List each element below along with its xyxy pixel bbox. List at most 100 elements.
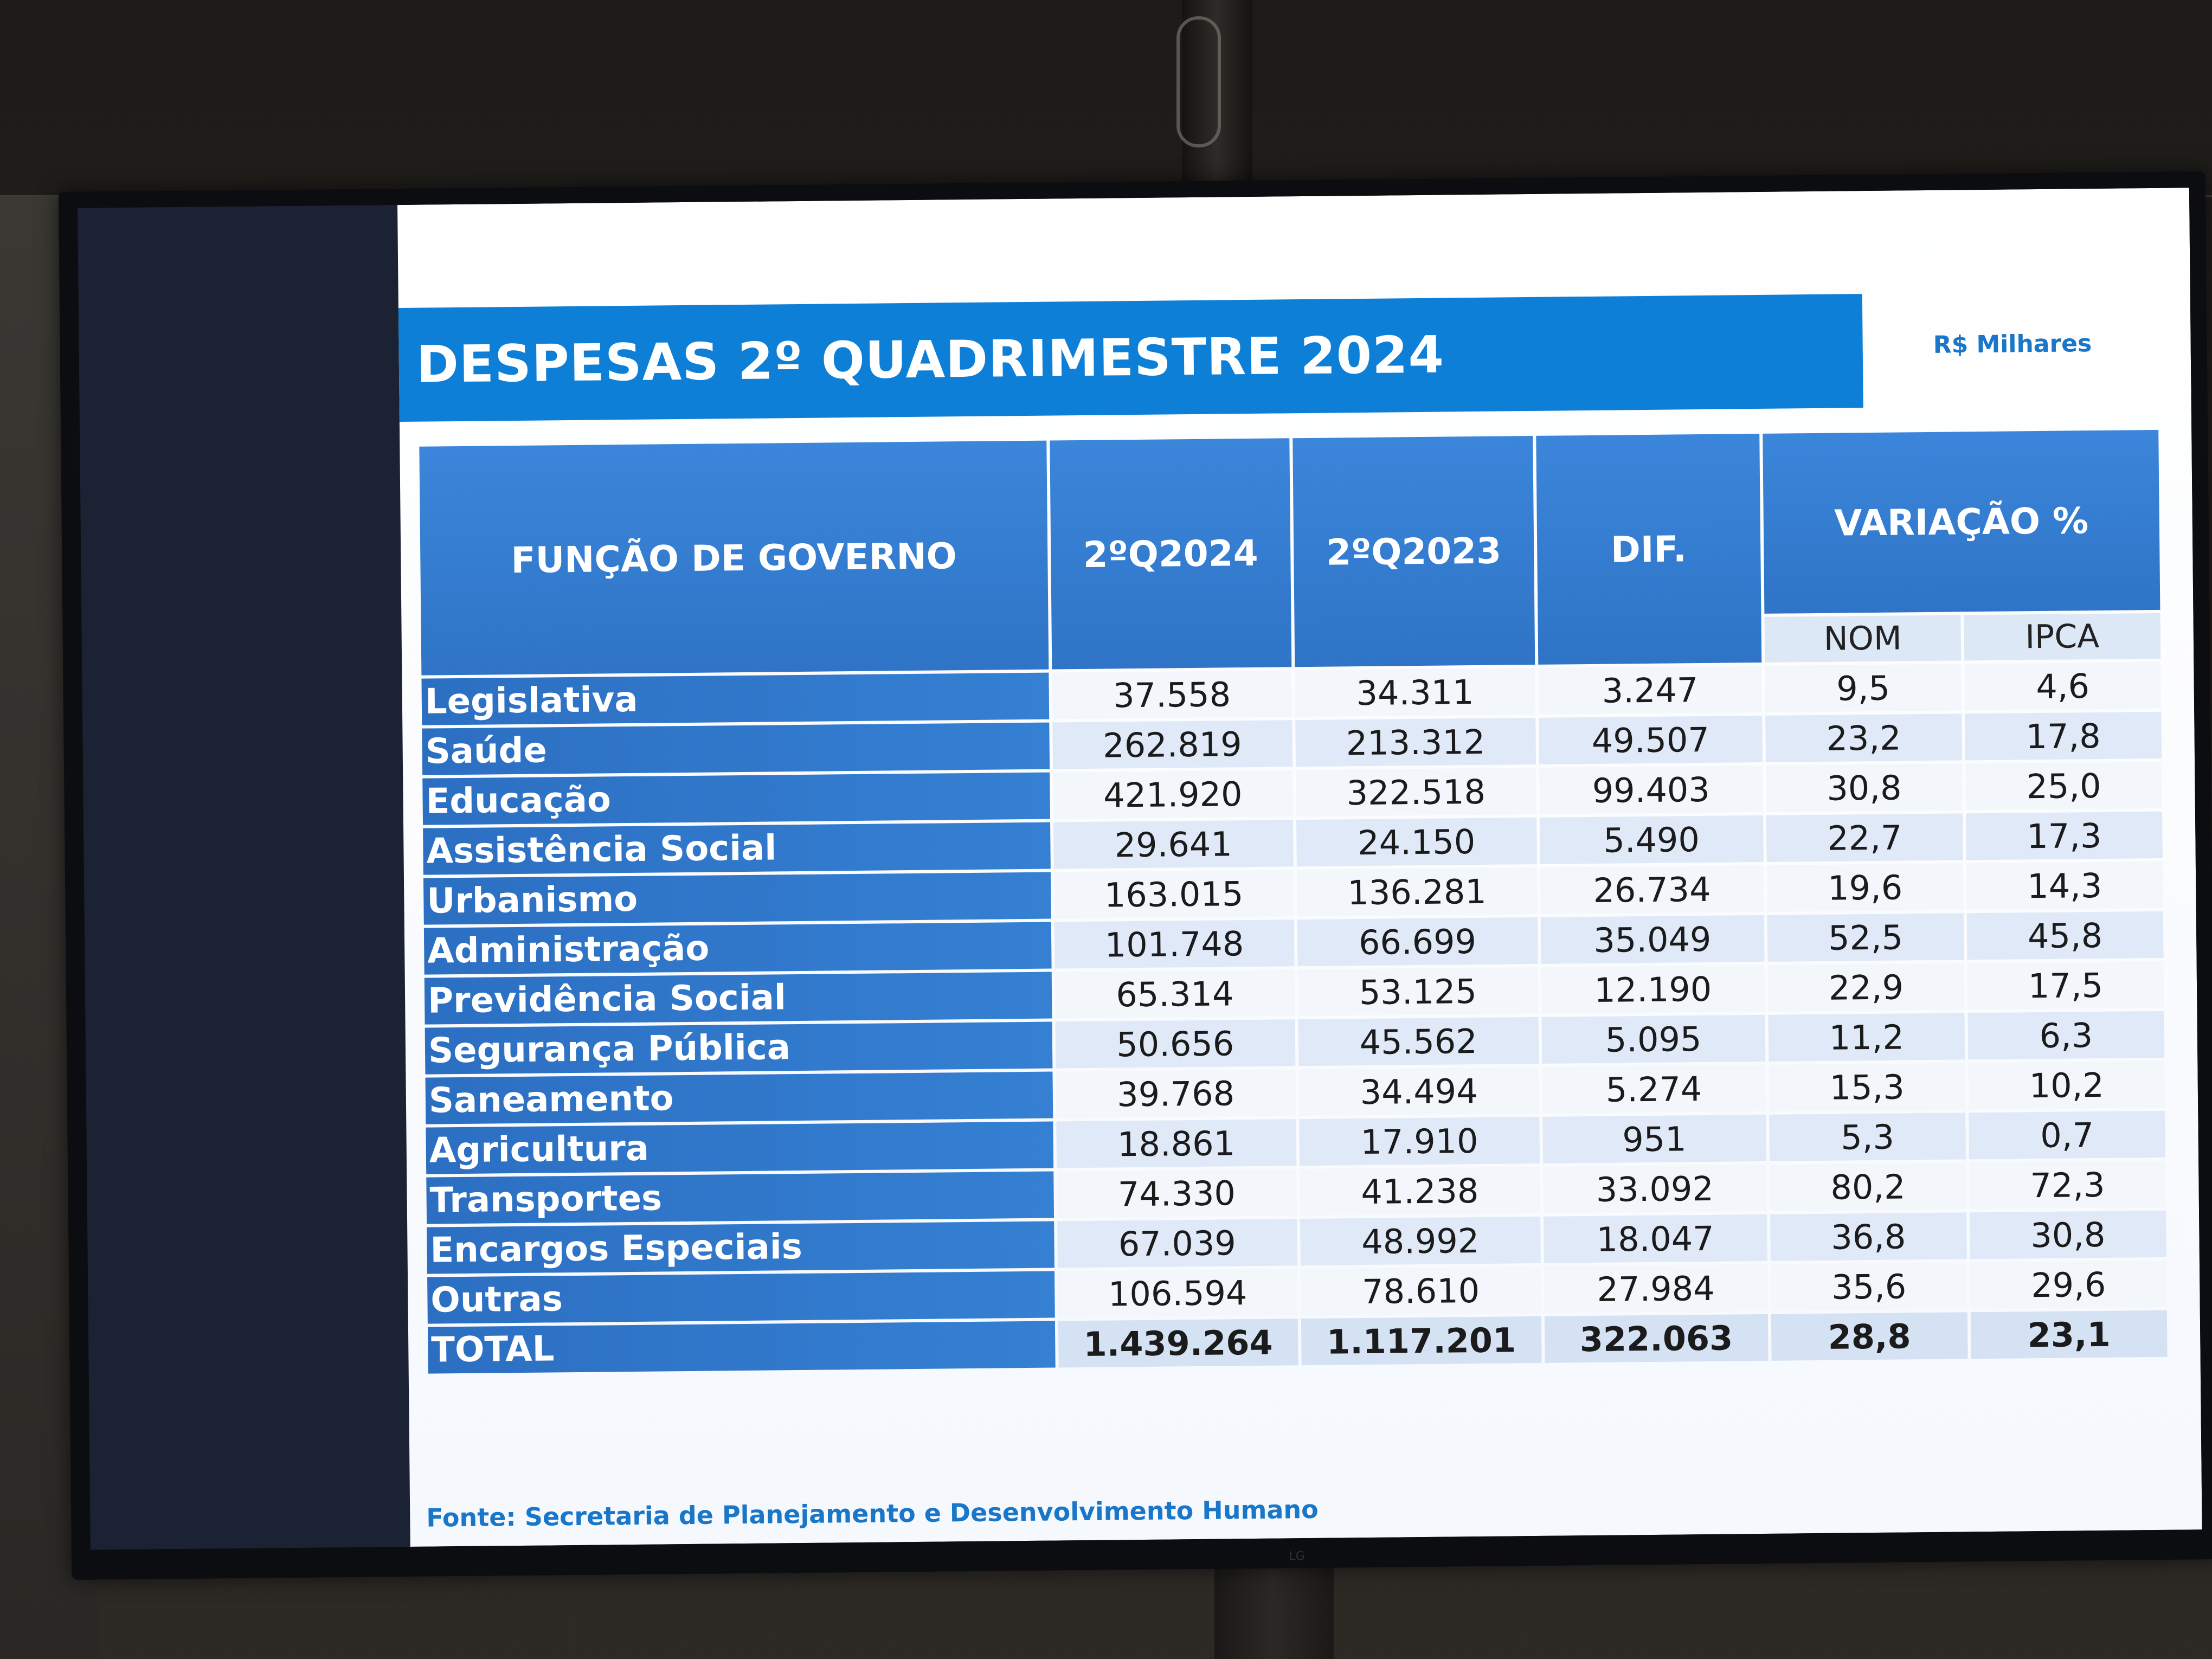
cell-dif: 49.507 (1538, 715, 1763, 764)
cell-nom: 15,3 (1769, 1063, 1966, 1111)
monitor: DESPESAS 2º QUADRIMESTRE 2024 R$ Milhare… (58, 171, 2212, 1580)
row-label: Outras (427, 1271, 1055, 1324)
table-body: Legislativa 37.558 34.311 3.247 9,5 4,6 Saúde 2… (421, 661, 2168, 1374)
cell-dif: 18.047 (1543, 1214, 1767, 1263)
cell-ipca: 72,3 (1969, 1160, 2166, 1210)
cell-ipca: 10,2 (1968, 1060, 2165, 1110)
cell-q2024: 50.656 (1055, 1019, 1296, 1069)
cell-nom: 52,5 (1767, 913, 1964, 962)
unit-label: R$ Milhares (1933, 330, 2092, 359)
monitor-brand-logo: LG (1289, 1549, 1305, 1564)
cell-ipca: 17,5 (1967, 961, 2164, 1010)
cell-dif: 5.490 (1539, 815, 1764, 864)
expenses-table: FUNÇÃO DE GOVERNO 2ºQ2024 2ºQ2023 DIF. V… (416, 427, 2170, 1377)
total-q2023: 1.117.201 (1301, 1316, 1542, 1366)
mount-cable (1176, 16, 1221, 147)
cell-q2024: 67.039 (1057, 1219, 1297, 1268)
cell-q2024: 18.861 (1056, 1119, 1297, 1168)
cell-dif: 33.092 (1542, 1164, 1767, 1213)
total-dif: 322.063 (1544, 1314, 1769, 1363)
slide: DESPESAS 2º QUADRIMESTRE 2024 R$ Milhare… (397, 188, 2202, 1547)
cell-ipca: 29,6 (1970, 1260, 2167, 1309)
cell-q2023: 48.992 (1300, 1216, 1541, 1266)
total-ipca: 23,1 (1970, 1310, 2168, 1359)
cell-dif: 99.403 (1539, 765, 1763, 814)
cell-ipca: 6,3 (1967, 1011, 2165, 1060)
cell-q2024: 37.558 (1051, 670, 1293, 719)
cell-nom: 80,2 (1770, 1162, 1966, 1211)
cell-ipca: 25,0 (1965, 761, 2162, 811)
cell-q2023: 34.311 (1295, 667, 1535, 717)
row-label: Previdência Social (424, 972, 1052, 1025)
cell-nom: 30,8 (1765, 763, 1963, 812)
row-label: Saúde (422, 722, 1050, 775)
row-label: Urbanismo (423, 872, 1051, 925)
row-label: Encargos Especiais (427, 1221, 1054, 1274)
cell-dif: 5.095 (1541, 1014, 1766, 1064)
header-q2023: 2ºQ2023 (1293, 435, 1535, 667)
cell-nom: 9,5 (1765, 664, 1962, 712)
cell-ipca: 30,8 (1969, 1210, 2166, 1259)
cell-q2024: 65.314 (1054, 969, 1295, 1019)
row-label: Legislativa (421, 672, 1049, 725)
row-label: Transportes (426, 1171, 1054, 1224)
source-note: Fonte: Secretaria de Planejamento e Dese… (426, 1494, 1319, 1533)
cell-ipca: 17,3 (1965, 811, 2163, 860)
cell-q2023: 34.494 (1298, 1066, 1539, 1116)
cell-q2023: 41.238 (1300, 1166, 1540, 1216)
header-dif: DIF. (1535, 433, 1762, 665)
cell-q2023: 24.150 (1296, 817, 1537, 867)
cell-dif: 951 (1542, 1114, 1766, 1163)
row-label: Assistência Social (423, 822, 1051, 875)
cell-dif: 5.274 (1541, 1064, 1766, 1114)
total-q2024: 1.439.264 (1058, 1319, 1298, 1368)
header-q2024: 2ºQ2024 (1049, 438, 1292, 670)
cell-q2023: 213.312 (1295, 717, 1536, 767)
total-nom: 28,8 (1771, 1312, 1968, 1361)
cell-q2024: 29.641 (1053, 820, 1294, 869)
cell-nom: 11,2 (1768, 1013, 1965, 1062)
cell-q2023: 322.518 (1296, 767, 1536, 817)
cell-q2024: 39.768 (1056, 1069, 1296, 1118)
cell-q2023: 17.910 (1299, 1116, 1540, 1166)
row-label: Educação (422, 772, 1050, 825)
cell-q2024: 101.748 (1054, 919, 1295, 969)
header-nom: NOM (1764, 615, 1962, 663)
monitor-screen: DESPESAS 2º QUADRIMESTRE 2024 R$ Milhare… (78, 188, 2202, 1550)
cell-nom: 23,2 (1765, 713, 1962, 762)
cell-nom: 22,7 (1766, 813, 1963, 862)
cell-q2023: 53.125 (1297, 967, 1539, 1017)
slide-title: DESPESAS 2º QUADRIMESTRE 2024 (416, 325, 1445, 395)
cell-ipca: 4,6 (1964, 661, 2162, 711)
row-label: Saneamento (425, 1071, 1053, 1124)
row-label: Administração (423, 922, 1052, 975)
header-variacao: VARIAÇÃO % (1763, 429, 2160, 614)
cell-q2023: 45.562 (1298, 1017, 1539, 1066)
cell-ipca: 45,8 (1966, 911, 2164, 960)
row-label: Segurança Pública (425, 1021, 1052, 1075)
cell-ipca: 17,8 (1965, 711, 2162, 761)
cell-dif: 12.190 (1541, 964, 1765, 1014)
cell-q2024: 106.594 (1057, 1269, 1298, 1318)
cell-dif: 26.734 (1540, 865, 1764, 914)
cell-nom: 19,6 (1766, 863, 1964, 912)
cell-q2023: 136.281 (1296, 867, 1538, 917)
cell-q2024: 163.015 (1053, 870, 1294, 919)
cell-q2024: 74.330 (1056, 1169, 1297, 1218)
cell-dif: 27.984 (1544, 1264, 1768, 1313)
cell-nom: 35,6 (1770, 1262, 1967, 1311)
row-label: Agricultura (426, 1121, 1053, 1174)
cell-ipca: 0,7 (1969, 1110, 2166, 1160)
cell-q2023: 66.699 (1297, 917, 1538, 967)
header-ipca: IPCA (1964, 613, 2161, 661)
cell-dif: 3.247 (1538, 665, 1763, 715)
cell-q2024: 421.920 (1052, 770, 1294, 819)
cell-q2023: 78.610 (1301, 1266, 1541, 1316)
cell-dif: 35.049 (1540, 915, 1765, 964)
total-label: TOTAL (427, 1321, 1056, 1374)
cell-nom: 36,8 (1770, 1212, 1967, 1261)
title-bar: DESPESAS 2º QUADRIMESTRE 2024 (398, 294, 1863, 422)
cell-ipca: 14,3 (1966, 861, 2163, 910)
cell-nom: 22,9 (1767, 963, 1965, 1012)
cell-q2024: 262.819 (1052, 720, 1293, 769)
